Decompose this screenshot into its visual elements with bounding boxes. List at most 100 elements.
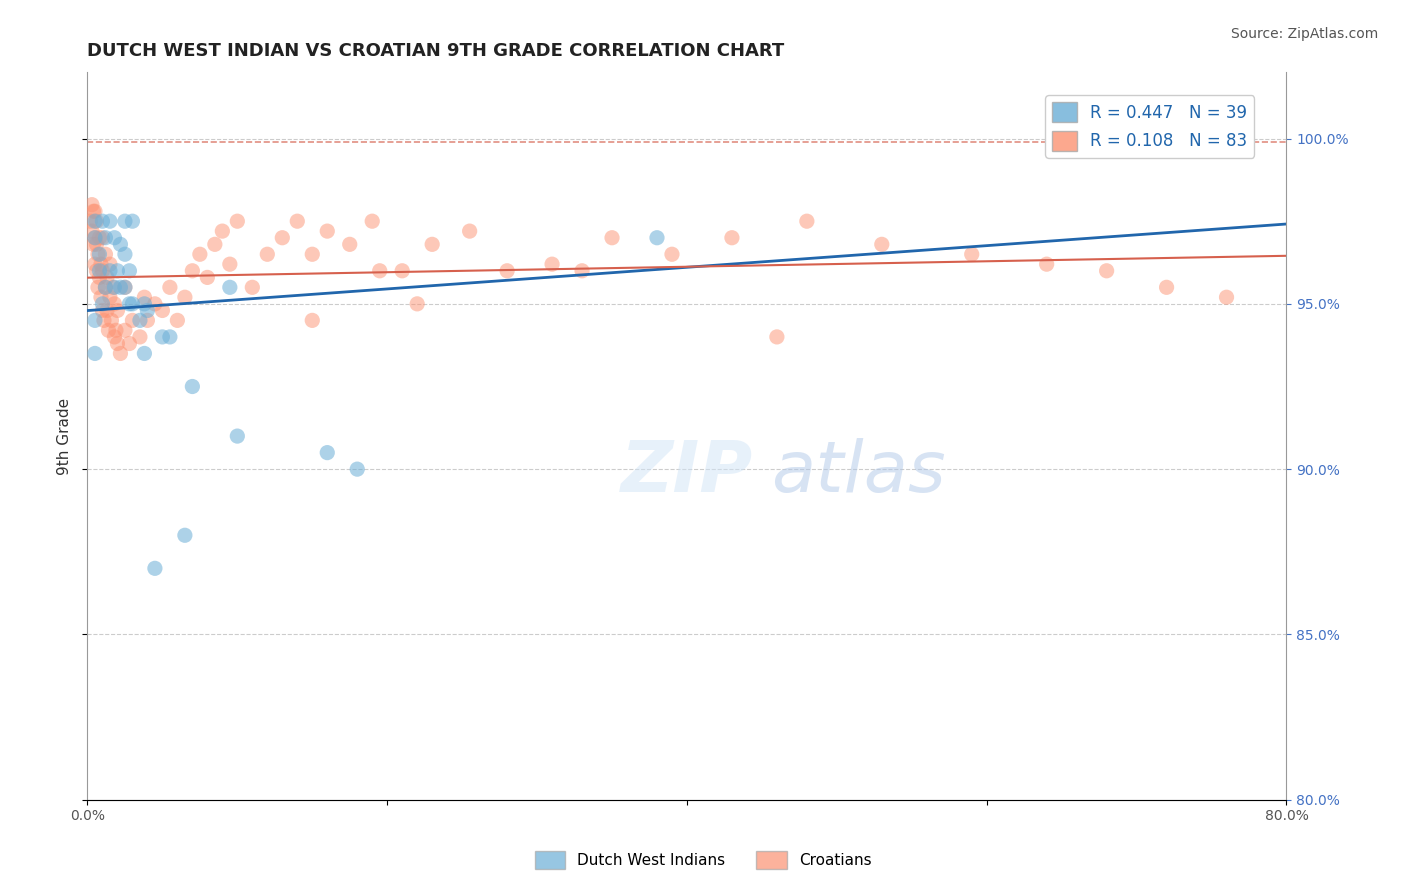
Point bbox=[100, 313, 122, 327]
Point bbox=[97, 323, 120, 337]
Point bbox=[195, 270, 218, 285]
Point bbox=[458, 224, 481, 238]
Point bbox=[766, 330, 789, 344]
Point bbox=[181, 379, 204, 393]
Point bbox=[84, 214, 107, 228]
Point bbox=[121, 313, 143, 327]
Point bbox=[98, 214, 121, 228]
Point bbox=[96, 270, 118, 285]
Point bbox=[301, 247, 323, 261]
Point bbox=[406, 297, 429, 311]
Point bbox=[84, 231, 107, 245]
Point bbox=[1125, 115, 1147, 129]
Point bbox=[86, 264, 108, 278]
Point bbox=[90, 257, 112, 271]
Point bbox=[89, 270, 111, 285]
Point bbox=[226, 429, 249, 443]
Point bbox=[98, 264, 121, 278]
Point bbox=[84, 204, 107, 219]
Point bbox=[103, 280, 125, 294]
Point bbox=[91, 297, 114, 311]
Point bbox=[129, 313, 152, 327]
Point bbox=[87, 247, 110, 261]
Point bbox=[173, 528, 195, 542]
Point bbox=[571, 264, 593, 278]
Point bbox=[118, 336, 141, 351]
Point bbox=[226, 214, 249, 228]
Point bbox=[181, 264, 204, 278]
Point bbox=[256, 247, 278, 261]
Point bbox=[114, 280, 136, 294]
Point bbox=[129, 330, 152, 344]
Point bbox=[870, 237, 893, 252]
Point bbox=[87, 280, 110, 294]
Point bbox=[84, 346, 107, 360]
Point bbox=[103, 297, 125, 311]
Point bbox=[82, 204, 104, 219]
Point bbox=[84, 231, 107, 245]
Point bbox=[103, 231, 125, 245]
Point bbox=[721, 231, 744, 245]
Point bbox=[89, 247, 111, 261]
Point bbox=[159, 280, 181, 294]
Point bbox=[86, 237, 108, 252]
Point bbox=[301, 313, 323, 327]
Point bbox=[1156, 280, 1178, 294]
Text: DUTCH WEST INDIAN VS CROATIAN 9TH GRADE CORRELATION CHART: DUTCH WEST INDIAN VS CROATIAN 9TH GRADE … bbox=[87, 42, 785, 60]
Point bbox=[89, 231, 111, 245]
Legend: Dutch West Indians, Croatians: Dutch West Indians, Croatians bbox=[529, 845, 877, 875]
Point bbox=[114, 214, 136, 228]
Point bbox=[188, 247, 211, 261]
Point bbox=[84, 313, 107, 327]
Point bbox=[104, 323, 127, 337]
Point bbox=[110, 280, 132, 294]
Point bbox=[541, 257, 564, 271]
Point bbox=[91, 264, 114, 278]
Point bbox=[82, 237, 104, 252]
Point bbox=[80, 224, 103, 238]
Legend: R = 0.447   N = 39, R = 0.108   N = 83: R = 0.447 N = 39, R = 0.108 N = 83 bbox=[1046, 95, 1254, 158]
Point bbox=[204, 237, 226, 252]
Point bbox=[98, 290, 121, 304]
Point bbox=[159, 330, 181, 344]
Point bbox=[316, 445, 339, 459]
Point bbox=[90, 290, 112, 304]
Point bbox=[91, 214, 114, 228]
Point bbox=[91, 231, 114, 245]
Point bbox=[107, 264, 129, 278]
Point bbox=[173, 290, 195, 304]
Point bbox=[118, 297, 141, 311]
Point bbox=[368, 264, 391, 278]
Point bbox=[98, 257, 121, 271]
Point bbox=[316, 224, 339, 238]
Point bbox=[271, 231, 294, 245]
Point bbox=[240, 280, 263, 294]
Point bbox=[94, 280, 117, 294]
Point bbox=[1095, 264, 1118, 278]
Text: ZIP: ZIP bbox=[621, 438, 754, 507]
Point bbox=[134, 290, 156, 304]
Point bbox=[101, 280, 124, 294]
Point bbox=[84, 257, 107, 271]
Point bbox=[107, 336, 129, 351]
Point bbox=[121, 214, 143, 228]
Point bbox=[86, 214, 108, 228]
Point bbox=[94, 280, 117, 294]
Point bbox=[661, 247, 683, 261]
Y-axis label: 9th Grade: 9th Grade bbox=[58, 398, 72, 475]
Point bbox=[600, 231, 623, 245]
Point bbox=[496, 264, 519, 278]
Point bbox=[152, 303, 174, 318]
Point bbox=[645, 231, 668, 245]
Point bbox=[143, 561, 166, 575]
Point bbox=[96, 303, 118, 318]
Point bbox=[1035, 257, 1057, 271]
Point bbox=[93, 313, 115, 327]
Point bbox=[107, 303, 129, 318]
Point bbox=[960, 247, 983, 261]
Point bbox=[80, 197, 103, 211]
Point bbox=[91, 303, 114, 318]
Point bbox=[420, 237, 443, 252]
Text: atlas: atlas bbox=[770, 438, 945, 507]
Point bbox=[166, 313, 188, 327]
